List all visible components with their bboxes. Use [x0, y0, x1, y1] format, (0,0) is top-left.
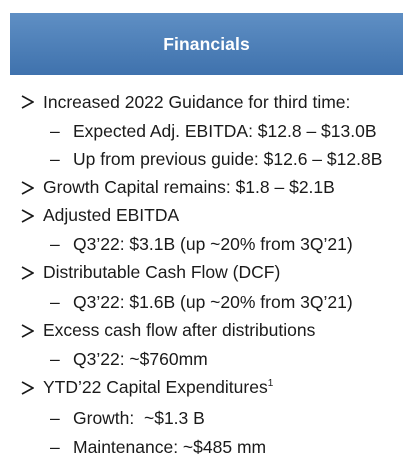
dash-bullet: –	[50, 437, 60, 457]
section-title: Financials	[163, 33, 250, 54]
list-item: Q3’22: ~$760mm	[73, 349, 208, 369]
list-item: Expected Adj. EBITDA: $12.8 – $13.0B	[73, 121, 377, 141]
dash-bullet: –	[50, 292, 60, 312]
arrow-bullet-icon	[21, 381, 34, 395]
list-item: Growth Capital remains: $1.8 – $2.1B	[43, 177, 335, 197]
arrow-bullet-icon	[21, 209, 34, 223]
dash-bullet: –	[50, 349, 60, 369]
arrow-bullet-icon	[21, 324, 34, 338]
dash-bullet: –	[50, 408, 60, 428]
list-item-text: YTD’22 Capital Expenditures	[43, 377, 268, 397]
dash-bullet: –	[50, 149, 60, 169]
arrow-bullet-icon	[21, 181, 34, 195]
dash-bullet: –	[50, 234, 60, 254]
footnote-marker: 1	[267, 378, 274, 389]
list-item: Growth: ~$1.3 B	[73, 408, 205, 428]
list-item: Maintenance: ~$485 mm	[73, 437, 267, 457]
list-item: Excess cash flow after distributions	[43, 320, 316, 340]
list-item: Increased 2022 Guidance for third time:	[43, 92, 351, 112]
list-item: Distributable Cash Flow (DCF)	[43, 262, 281, 282]
list-item: Q3’22: $1.6B (up ~20% from 3Q’21)	[73, 292, 353, 312]
arrow-bullet-icon	[21, 95, 34, 109]
list-item: Q3’22: $3.1B (up ~20% from 3Q’21)	[73, 234, 353, 254]
section-header: Financials	[10, 13, 403, 75]
list-item: YTD’22 Capital Expenditures1	[43, 377, 273, 398]
list-item: Up from previous guide: $12.6 – $12.8B	[73, 149, 383, 169]
dash-bullet: –	[50, 121, 60, 141]
list-item: Adjusted EBITDA	[43, 205, 180, 225]
arrow-bullet-icon	[21, 266, 34, 280]
